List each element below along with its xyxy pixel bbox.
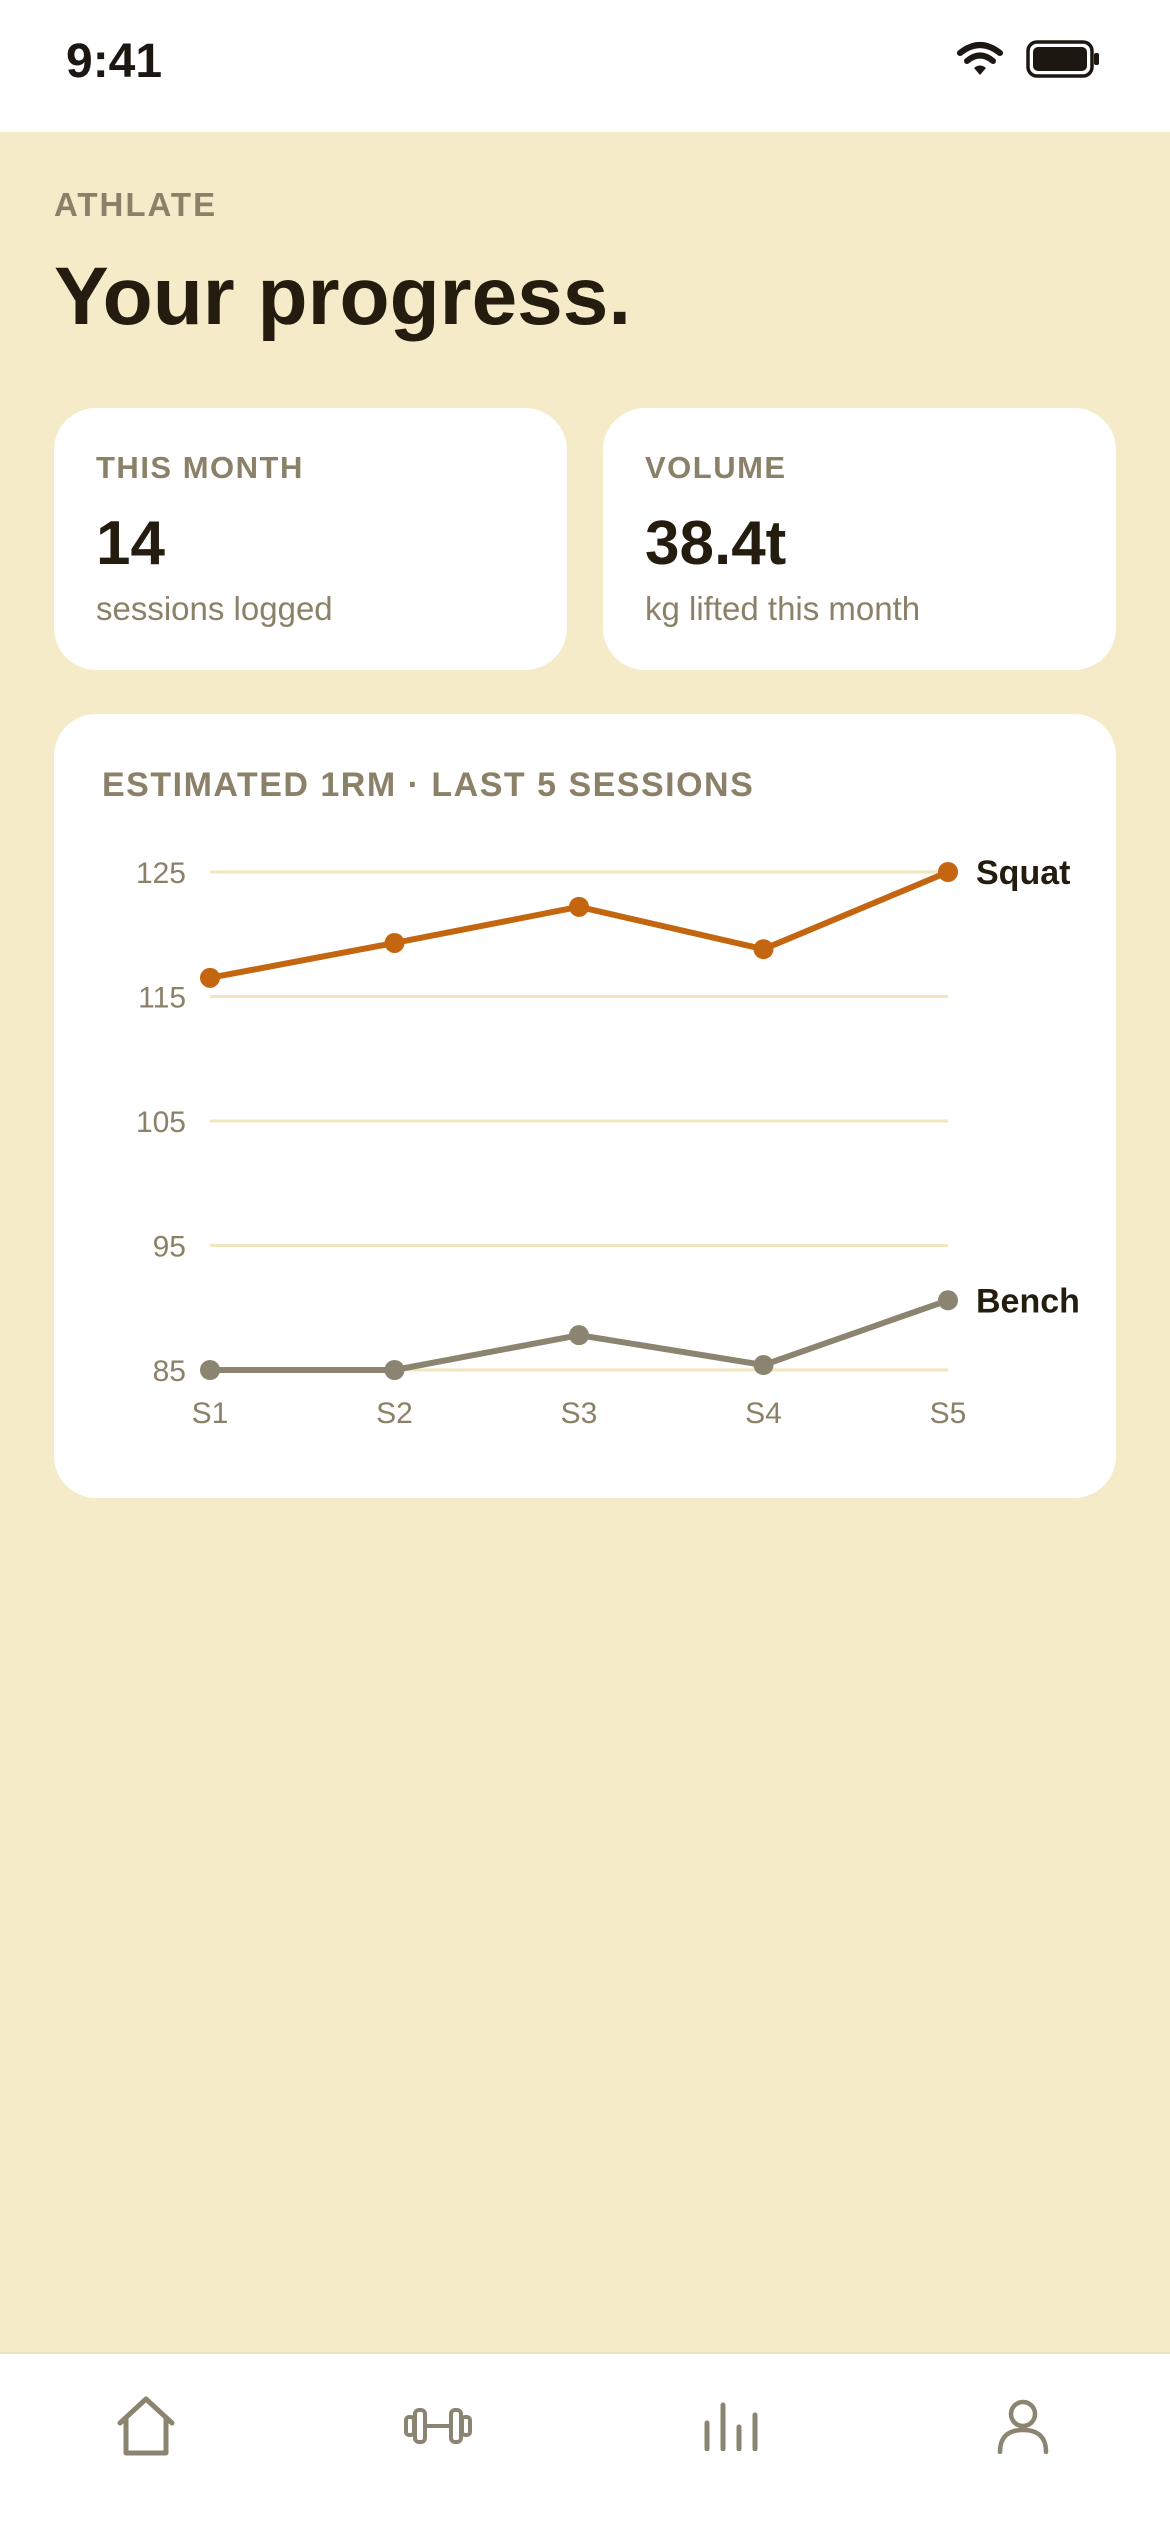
stat-label: VOLUME <box>645 450 787 485</box>
y-tick-label: 115 <box>138 982 186 1015</box>
series-line-squat <box>207 869 951 981</box>
brand-label: ATHLATE <box>54 186 218 223</box>
y-tick-label: 125 <box>136 857 186 890</box>
status-bar: 9:41 <box>0 0 1170 132</box>
data-point <box>938 1290 958 1311</box>
x-tick-label: S1 <box>192 1397 229 1430</box>
series-label: Squat <box>976 854 1070 892</box>
y-tick-label: 105 <box>136 1106 186 1139</box>
stat-card-sessions[interactable]: THIS MONTH 14 sessions logged <box>54 408 567 670</box>
bottom-nav <box>0 2352 1170 2534</box>
data-point <box>384 932 405 953</box>
data-point <box>200 967 220 988</box>
status-icons <box>956 40 1100 78</box>
data-point <box>753 939 774 960</box>
stat-value: 14 <box>96 509 165 578</box>
dumbbell-icon <box>404 2408 472 2444</box>
nav-profile[interactable] <box>983 2386 1063 2466</box>
x-tick-label: S5 <box>930 1397 967 1430</box>
page-title: Your progress. <box>54 251 632 342</box>
x-tick-label: S2 <box>376 1397 413 1430</box>
data-point <box>938 862 958 882</box>
y-tick-label: 95 <box>153 1231 186 1264</box>
chart-title: ESTIMATED 1RM · LAST 5 SESSIONS <box>102 766 755 804</box>
series-label: Bench <box>976 1282 1080 1320</box>
stat-sub: sessions logged <box>96 590 333 627</box>
data-point <box>753 1355 774 1376</box>
x-tick-label: S3 <box>561 1397 598 1430</box>
wifi-icon <box>957 42 1003 75</box>
data-point <box>569 896 589 917</box>
stat-card-volume[interactable]: VOLUME 38.4t kg lifted this month <box>603 408 1116 670</box>
battery-icon <box>1026 40 1099 78</box>
home-icon <box>117 2396 175 2456</box>
nav-workouts[interactable] <box>398 2386 478 2466</box>
stat-label: THIS MONTH <box>96 450 304 485</box>
data-point <box>200 1360 220 1380</box>
nav-home[interactable] <box>106 2386 186 2466</box>
data-point <box>384 1360 405 1380</box>
data-point <box>569 1325 589 1346</box>
profile-icon <box>997 2399 1049 2454</box>
stat-value: 38.4t <box>645 509 787 578</box>
nav-stats[interactable] <box>691 2386 771 2466</box>
stat-sub: kg lifted this month <box>645 590 921 627</box>
status-time: 9:41 <box>66 35 163 88</box>
y-tick-label: 85 <box>153 1355 186 1388</box>
stats-icon <box>704 2402 758 2451</box>
chart-card: ESTIMATED 1RM · LAST 5 SESSIONS 125 115 10… <box>54 714 1116 1498</box>
x-tick-label: S4 <box>745 1397 782 1430</box>
